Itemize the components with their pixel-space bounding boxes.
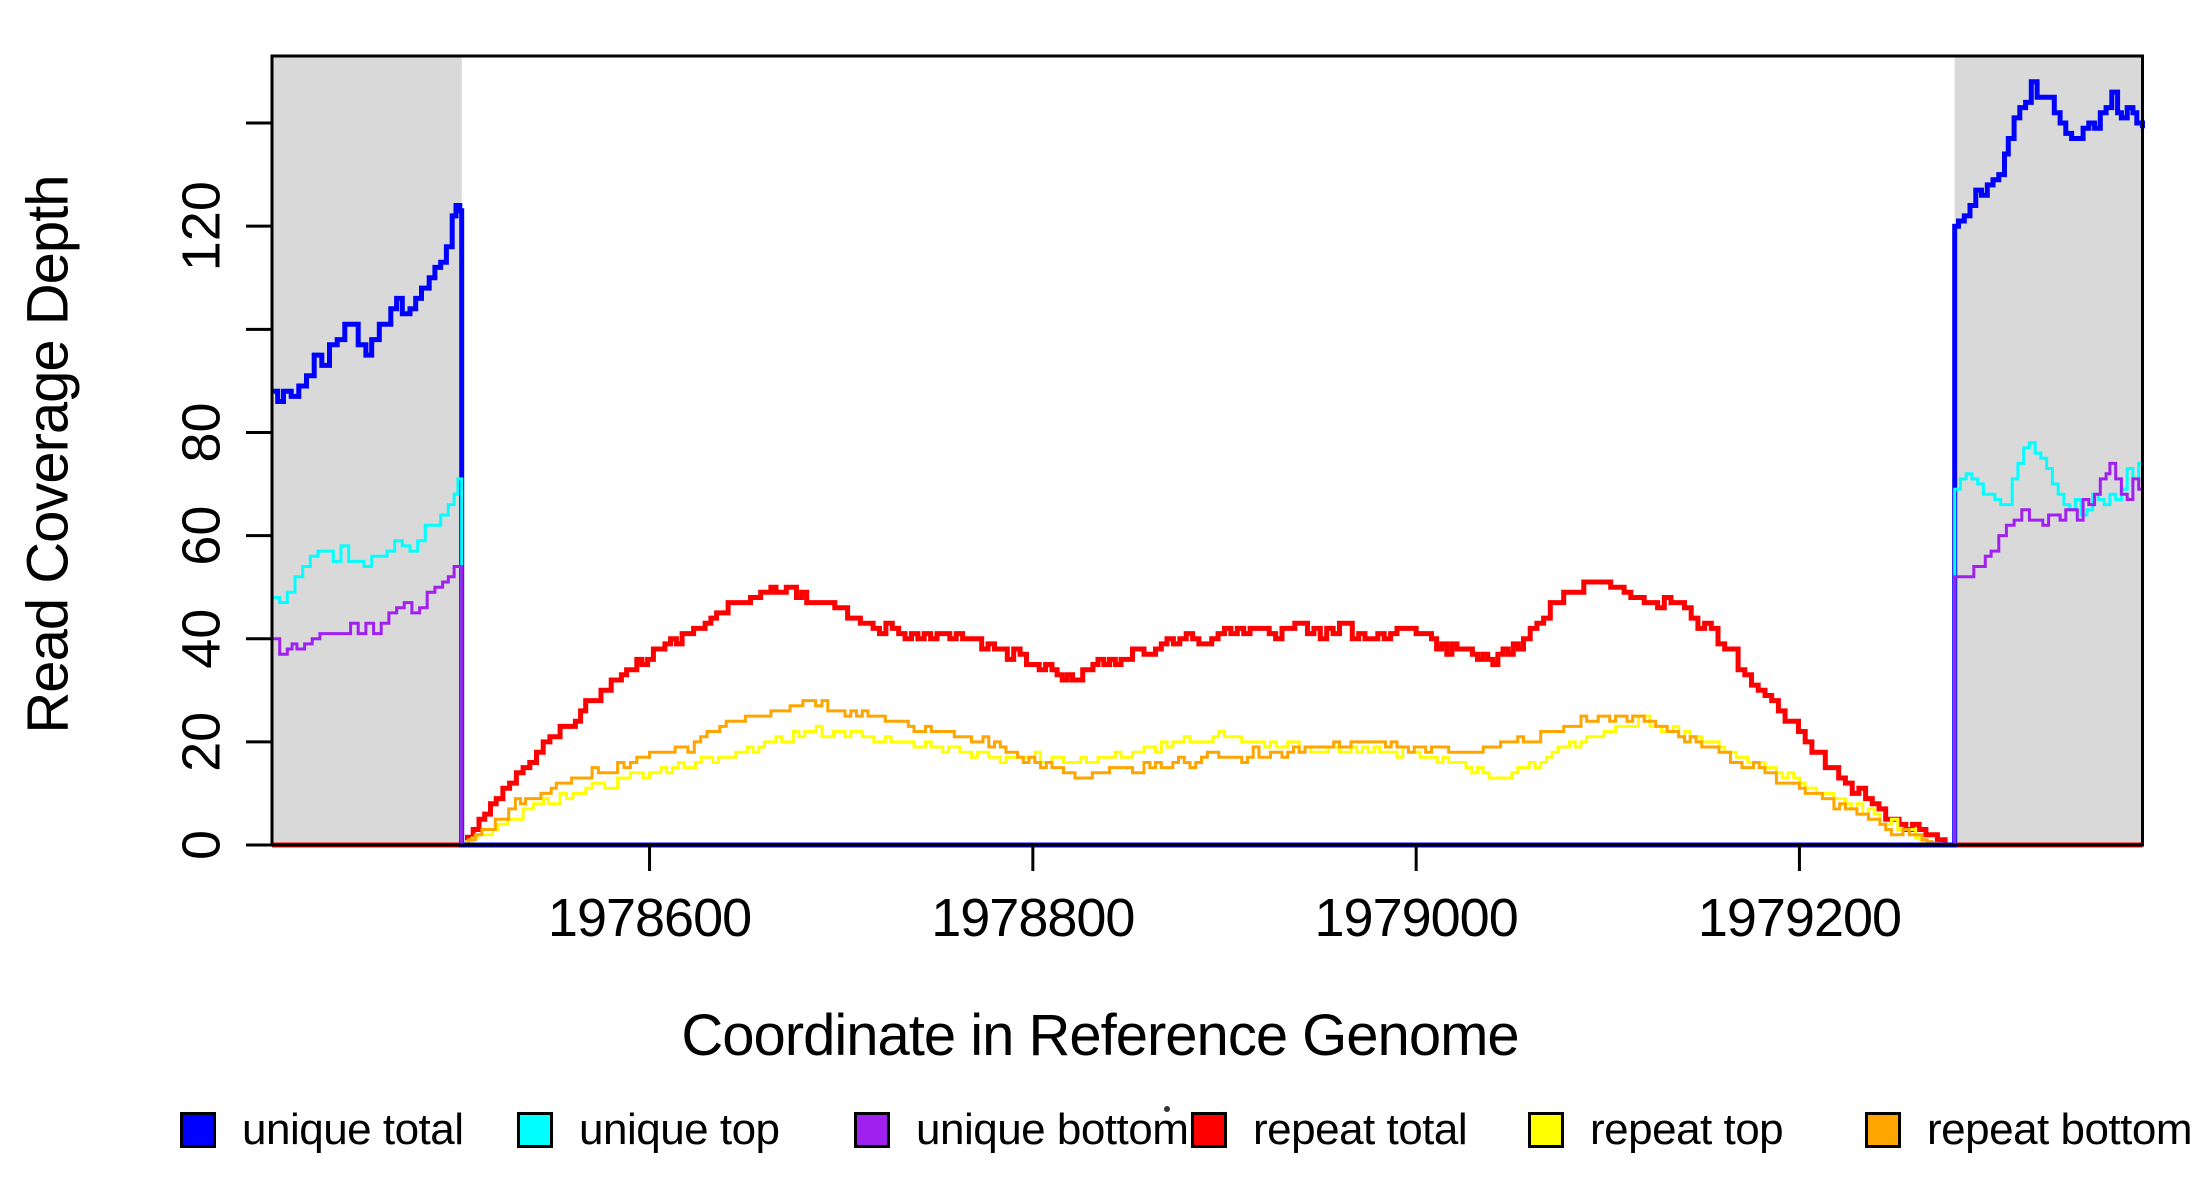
y-tick-label: 0 [171,830,231,860]
legend-swatch-icon [1528,1112,1564,1148]
legend-swatch-icon [854,1112,890,1148]
x-axis-title: Coordinate in Reference Genome [681,1003,1519,1068]
legend-swatch-icon [1865,1112,1901,1148]
legend-swatch-icon [180,1112,216,1148]
legend-item-unique-top: unique top [517,1105,854,1155]
x-tick-label: 1978600 [548,888,751,948]
x-tick-label: 1979200 [1698,888,1901,948]
shaded-region-left [272,56,462,845]
legend: unique total unique top unique bottom repea… [180,1096,2200,1164]
y-tick-label: 20 [171,712,231,772]
y-tick-label: 60 [171,506,231,566]
x-tick-label: 1979000 [1315,888,1518,948]
legend-item-unique-bottom: unique bottom [854,1105,1191,1155]
x-tick-label: 1978800 [931,888,1134,948]
shaded-region-right [1954,56,2143,845]
legend-item-repeat-top: repeat top [1528,1105,1865,1155]
legend-item-repeat-total: repeat total [1191,1105,1528,1155]
legend-item-repeat-bottom: repeat bottom [1865,1105,2200,1155]
legend-label: unique total [242,1105,464,1154]
legend-item-unique-total: unique total [180,1105,517,1155]
legend-swatch-icon [517,1112,553,1148]
series-repeat-bottom-line [272,699,2143,847]
y-tick-label: 80 [171,402,231,462]
legend-label: repeat top [1590,1105,1784,1154]
y-axis-title: Read Coverage Depth [15,175,81,734]
legend-swatch-icon [1191,1112,1227,1148]
y-tick-label: 40 [171,609,231,669]
plot-border [270,54,2144,847]
stray-dot [1164,1106,1170,1112]
legend-label: unique bottom [916,1105,1189,1154]
legend-label: repeat total [1253,1105,1468,1154]
y-tick-label: 120 [171,181,231,271]
series-repeat-top-line [272,714,2143,847]
series-repeat-total-line [272,579,2143,848]
legend-label: repeat bottom [1927,1105,2193,1154]
series-unique-total-line [272,79,2145,848]
legend-label: unique top [579,1105,780,1154]
